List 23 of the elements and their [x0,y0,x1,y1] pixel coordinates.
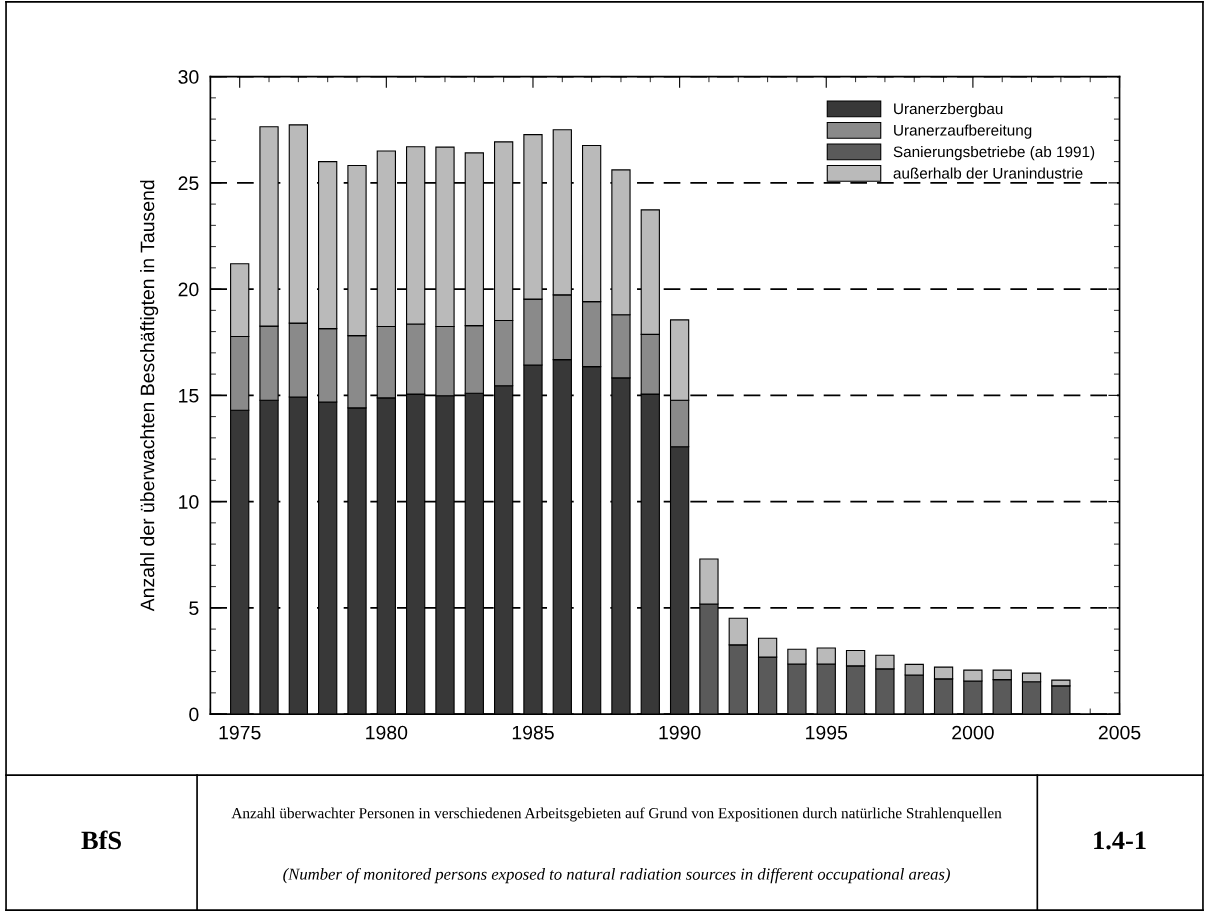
y-tick-label: 0 [189,707,199,722]
x-tick-label: 1980 [366,725,408,740]
x-tick-label: 1995 [806,725,848,740]
x-tick-label: 1985 [512,725,554,740]
legend-label: Uranerzbergbau [894,102,1003,118]
y-tick-label: 30 [178,70,199,84]
legend-label: Sanierungsbetriebe (ab 1991) [893,145,1095,161]
y-tick-label: 20 [178,282,199,297]
y-tick-label: 10 [179,495,199,509]
legend-label: außerhalb der Uranindustrie [893,167,1083,179]
text: 1.4-1 [1094,831,1146,850]
legend-label: Uranerzaufbereitung [894,124,1032,139]
text: (Number of monitored persons exposed to natural radiation sources in different occupational areas) [283,867,950,884]
y-tick-label: 15 [179,389,199,403]
x-tick-label: 1990 [659,725,701,740]
text: Anzahl überwachter Personen in verschiedenen Arbeitsgebieten auf Grund von Expositionen durch natürliche Strahlenquellen [231,807,1002,822]
y-tick-label: 25 [178,176,199,191]
text: BfS [81,830,121,850]
x-tick-label: 2005 [1098,725,1141,740]
x-tick-label: 2000 [952,725,994,740]
y-axis-title: Anzahl der überwachten Beschäftigten in Tausend [140,180,159,612]
x-tick-label: 1975 [219,725,261,740]
y-tick-label: 5 [189,601,199,616]
